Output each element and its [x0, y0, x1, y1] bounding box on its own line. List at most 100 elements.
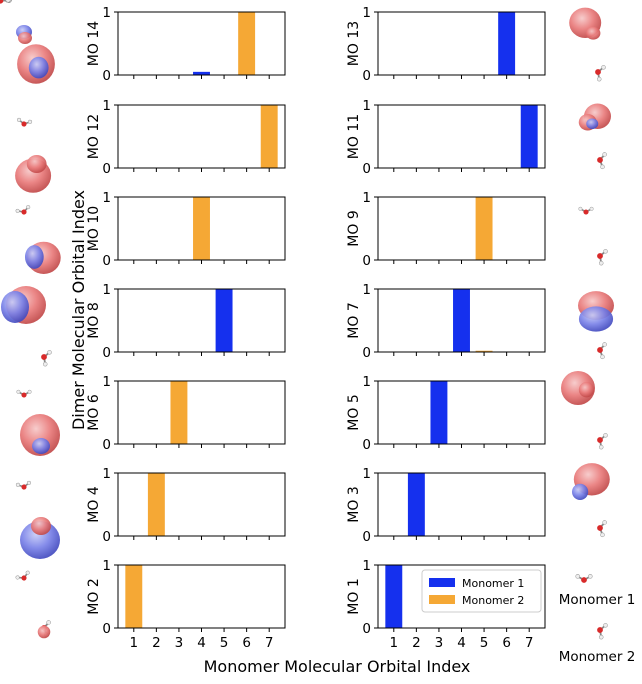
- hydrogen-atom: [598, 634, 604, 640]
- hydrogen-atom: [602, 342, 607, 347]
- hydrogen-atom: [47, 350, 52, 355]
- monomer-2-label: Monomer 2: [559, 649, 636, 665]
- oxygen-atom: [21, 575, 27, 581]
- x-tick-label: 2: [412, 635, 421, 651]
- panel-ylabel: MO 6: [86, 394, 102, 431]
- x-tick-label: 1: [390, 635, 399, 651]
- bar: [147, 473, 165, 536]
- hydrogen-atom: [26, 480, 31, 485]
- axes-frame: [117, 11, 286, 76]
- hydrogen-atom: [589, 206, 594, 211]
- legend-label: Monomer 2: [462, 594, 524, 607]
- water-molecule-icon: [597, 249, 608, 266]
- hydrogen-atom: [600, 164, 605, 170]
- y-tick-label: 1: [102, 558, 111, 574]
- x-tick-label: 3: [435, 635, 444, 651]
- y-tick-label: 0: [102, 345, 111, 361]
- hydrogen-atom: [42, 361, 48, 367]
- y-tick-label: 0: [102, 621, 111, 637]
- panel-ylabel: MO 10: [86, 206, 102, 251]
- x-tick-label: 7: [265, 635, 274, 651]
- oxygen-atom: [21, 392, 27, 398]
- hydrogen-atom: [578, 206, 583, 211]
- hydrogen-atom: [600, 532, 605, 538]
- y-tick-label: 1: [362, 5, 371, 21]
- water-molecule-icon: [41, 350, 52, 367]
- oxygen-atom: [41, 354, 47, 360]
- orbital-lobe-negative: [20, 521, 60, 559]
- water-molecule-icon: [597, 623, 608, 640]
- hydrogen-atom: [15, 208, 20, 213]
- oxygen-atom: [21, 484, 27, 490]
- bar: [193, 197, 210, 260]
- water-molecule-icon: [17, 117, 33, 127]
- hydrogen-atom: [15, 482, 20, 487]
- panel-mo-8: 0 1MO 8: [86, 282, 286, 361]
- oxygen-atom: [597, 347, 603, 353]
- bar: [385, 565, 403, 628]
- bar: [215, 289, 233, 352]
- hydrogen-atom: [603, 433, 608, 438]
- water-molecule-icon: [597, 152, 607, 170]
- y-tick-label: 1: [362, 558, 371, 574]
- panel-ylabel: MO 3: [346, 486, 362, 522]
- axes-frame: [377, 380, 546, 445]
- orbital-isosurface-icon: [572, 463, 610, 500]
- orbital-lobe-positive: [20, 414, 60, 456]
- panel-ylabel: MO 5: [346, 394, 362, 430]
- hydrogen-atom: [25, 570, 30, 575]
- y-tick-label: 1: [362, 282, 371, 298]
- y-tick-label: 0: [102, 529, 111, 545]
- y-tick-label: 0: [362, 437, 371, 453]
- hydrogen-atom: [603, 623, 608, 628]
- bar: [475, 197, 493, 260]
- panel-mo-6: 0 1MO 6: [86, 374, 286, 453]
- panel-mo-12: 0 1MO 12: [86, 98, 286, 177]
- panel-ylabel: MO 7: [346, 302, 362, 338]
- hydrogen-atom: [5, 0, 11, 3]
- water-molecule-icon: [597, 342, 607, 360]
- bar: [407, 473, 425, 536]
- oxygen-atom: [581, 577, 587, 583]
- y-tick-label: 0: [102, 68, 111, 84]
- oxygen-atom: [21, 209, 27, 215]
- axes-frame: [117, 288, 286, 353]
- bar: [238, 12, 256, 75]
- orbital-isosurface-icon: [17, 44, 55, 84]
- water-molecule-icon: [15, 570, 30, 581]
- panel-mo-13: 0 1MO 13: [346, 5, 546, 84]
- oxygen-atom: [597, 253, 603, 259]
- x-tick-label: 2: [152, 635, 161, 651]
- x-tick-label: 5: [480, 635, 489, 651]
- orbital-lobe-positive: [31, 517, 51, 535]
- bar: [498, 12, 516, 75]
- oxygen-atom: [597, 525, 603, 531]
- hydrogen-atom: [575, 574, 580, 579]
- hydrogen-atom: [596, 76, 602, 82]
- monomer-1-label: Monomer 1: [559, 592, 636, 608]
- axes-frame: [377, 11, 546, 76]
- oxygen-atom: [597, 157, 603, 163]
- water-molecule-icon: [597, 520, 607, 538]
- bar: [170, 381, 188, 444]
- y-tick-label: 1: [102, 190, 111, 206]
- panel-ylabel: MO 2: [86, 578, 102, 614]
- water-molecule-icon: [16, 389, 32, 398]
- y-tick-label: 0: [102, 161, 111, 177]
- orbital-isosurface-icon: [37, 625, 51, 639]
- panel-mo-11: 0 1MO 11: [346, 98, 546, 177]
- orbital-lobe-negative: [28, 56, 49, 79]
- panel-ylabel: MO 13: [346, 21, 362, 66]
- hydrogen-atom: [17, 117, 22, 122]
- panel-mo-9: 0 1MO 9: [346, 190, 546, 269]
- orbital-isosurface-icon: [15, 155, 52, 193]
- y-tick-label: 1: [102, 98, 111, 114]
- legend: Monomer 1 Monomer 2: [421, 569, 542, 613]
- bar: [260, 105, 278, 168]
- panel-ylabel: MO 14: [86, 21, 102, 66]
- oxygen-atom: [0, 0, 4, 4]
- panel-ylabel: MO 8: [86, 302, 102, 338]
- x-tick-label: 3: [175, 635, 184, 651]
- oxygen-atom: [597, 627, 603, 633]
